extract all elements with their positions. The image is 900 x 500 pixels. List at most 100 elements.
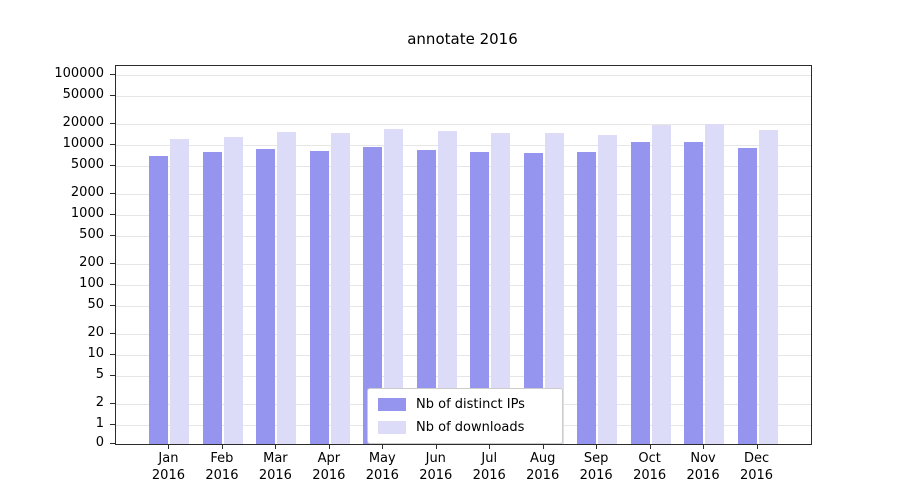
y-tick-mark <box>110 284 115 285</box>
y-tick-mark <box>110 443 115 444</box>
x-tick-mark <box>168 444 170 449</box>
x-tick-label-jul: Jul 2016 <box>472 451 506 483</box>
gridline-50 <box>116 306 811 308</box>
chart-title: annotate 2016 <box>407 30 518 48</box>
y-tick-mark <box>110 95 115 97</box>
y-tick-mark <box>110 332 115 334</box>
gridline-20 <box>116 333 811 335</box>
gridline-10 <box>116 355 811 356</box>
y-tick-label: 50 <box>87 297 104 313</box>
y-tick-label: 2 <box>95 394 104 410</box>
y-tick-mark <box>110 375 115 377</box>
y-tick-label: 1 <box>95 416 104 431</box>
x-tick-mark <box>275 444 277 449</box>
bar-nb-of-downloads-mar <box>277 131 297 444</box>
bar-nb-of-distinct-ips-jan <box>149 155 169 444</box>
y-tick-mark <box>110 192 115 194</box>
x-tick-mark <box>703 444 705 449</box>
bar-nb-of-downloads-aug <box>544 133 564 444</box>
x-tick-mark <box>221 444 223 449</box>
y-tick-mark <box>110 262 115 264</box>
gridline-1000 <box>116 215 811 216</box>
legend-item-distinct-ips: Nb of distinct IPs <box>378 397 552 412</box>
y-tick-label: 50000 <box>62 87 104 103</box>
y-tick-label: 2000 <box>70 184 104 200</box>
x-tick-mark <box>649 444 651 449</box>
bar-nb-of-distinct-ips-jul <box>470 151 490 444</box>
y-tick-mark <box>110 235 115 237</box>
x-tick-mark <box>489 444 491 449</box>
gridline-10000 <box>116 145 811 146</box>
bar-nb-of-distinct-ips-sep <box>577 151 597 444</box>
x-tick-mark <box>328 444 330 449</box>
legend-label-downloads: Nb of downloads <box>416 420 525 435</box>
y-tick-label: 10 <box>87 346 104 361</box>
gridline-5 <box>116 376 811 378</box>
plot-area <box>115 65 812 445</box>
legend-swatch-distinct-ips <box>378 398 406 411</box>
x-tick-label-sep: Sep 2016 <box>579 451 613 483</box>
gridline-200 <box>116 263 811 265</box>
y-tick-label: 10000 <box>62 136 104 151</box>
x-tick-label-apr: Apr 2016 <box>312 451 346 483</box>
y-tick-label: 200 <box>79 254 104 270</box>
x-tick-label-jun: Jun 2016 <box>419 451 453 483</box>
bar-nb-of-distinct-ips-feb <box>202 151 222 444</box>
y-tick-label: 0 <box>95 435 104 450</box>
x-tick-label-jan: Jan 2016 <box>151 451 185 483</box>
y-tick-mark <box>110 424 115 425</box>
y-tick-label: 100 <box>79 276 104 291</box>
y-tick-label: 5 <box>95 367 104 383</box>
bar-nb-of-downloads-oct <box>651 124 671 444</box>
gridline-100 <box>116 285 811 286</box>
bar-nb-of-downloads-feb <box>223 137 243 444</box>
y-tick-mark <box>110 354 115 355</box>
x-tick-mark <box>382 444 384 449</box>
legend-item-downloads: Nb of downloads <box>378 420 552 435</box>
y-tick-mark <box>110 214 115 215</box>
bar-nb-of-distinct-ips-apr <box>309 150 329 444</box>
bar-nb-of-downloads-jan <box>170 139 190 444</box>
x-tick-label-may: May 2016 <box>365 451 399 483</box>
gridline-50000 <box>116 96 811 98</box>
y-tick-mark <box>110 305 115 307</box>
x-tick-label-aug: Aug 2016 <box>526 451 560 483</box>
y-tick-mark <box>110 74 115 75</box>
bar-nb-of-distinct-ips-dec <box>737 147 757 444</box>
y-tick-mark <box>110 144 115 145</box>
legend-swatch-downloads <box>378 421 406 434</box>
bar-nb-of-distinct-ips-aug <box>523 152 543 444</box>
y-tick-mark <box>110 402 115 404</box>
y-tick-label: 100000 <box>54 66 104 81</box>
bar-nb-of-downloads-may <box>384 128 404 444</box>
gridline-2000 <box>116 193 811 195</box>
gridline-5000 <box>116 166 811 168</box>
bar-nb-of-distinct-ips-nov <box>684 142 704 444</box>
x-tick-label-feb: Feb 2016 <box>205 451 239 483</box>
bar-nb-of-downloads-jul <box>491 132 511 444</box>
y-tick-label: 5000 <box>70 157 104 173</box>
gridline-100000 <box>116 75 811 76</box>
bar-nb-of-downloads-dec <box>758 129 778 444</box>
y-tick-mark <box>110 165 115 167</box>
gridline-20000 <box>116 123 811 125</box>
legend-label-distinct-ips: Nb of distinct IPs <box>416 397 525 412</box>
bar-nb-of-downloads-sep <box>598 134 618 444</box>
x-tick-label-oct: Oct 2016 <box>633 451 667 483</box>
bar-nb-of-distinct-ips-oct <box>630 142 650 444</box>
x-tick-mark <box>542 444 544 449</box>
x-tick-mark <box>596 444 598 449</box>
y-tick-mark <box>110 122 115 124</box>
bar-nb-of-distinct-ips-mar <box>256 148 276 444</box>
bar-nb-of-downloads-apr <box>330 132 350 444</box>
x-tick-label-nov: Nov 2016 <box>686 451 720 483</box>
y-tick-label: 500 <box>79 227 104 243</box>
legend: Nb of distinct IPs Nb of downloads <box>367 388 563 444</box>
bar-nb-of-distinct-ips-jun <box>416 149 436 444</box>
x-tick-label-mar: Mar 2016 <box>258 451 292 483</box>
x-tick-label-dec: Dec 2016 <box>739 451 774 483</box>
y-tick-label: 1000 <box>70 206 104 221</box>
bar-nb-of-downloads-nov <box>705 123 725 444</box>
bar-nb-of-downloads-jun <box>437 131 457 444</box>
